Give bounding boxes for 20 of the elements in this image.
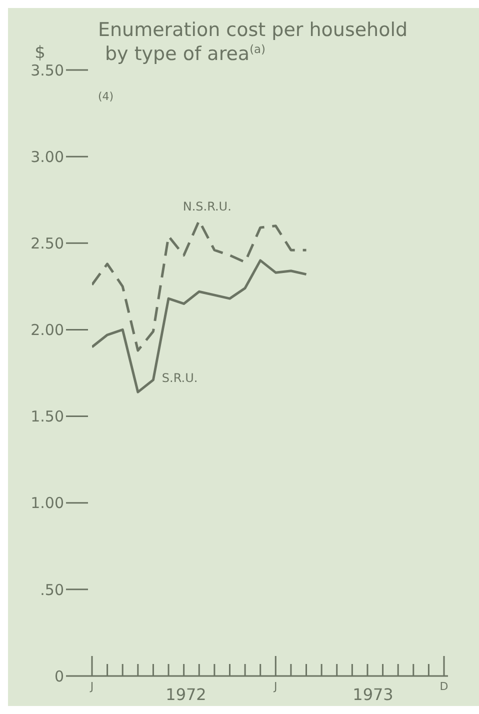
x-tick-label: J bbox=[273, 680, 278, 693]
y-tick-label: 3.50 bbox=[30, 61, 64, 80]
y-tick-label: 1.50 bbox=[30, 408, 64, 426]
text: 1973 bbox=[352, 685, 394, 704]
y-axis-title: $ bbox=[34, 43, 46, 63]
y-tick-label: 0 bbox=[54, 667, 64, 686]
y-tick-label: 3.00 bbox=[30, 148, 64, 166]
y-tick-label: .50 bbox=[40, 580, 64, 599]
y-tick-label: 2.00 bbox=[30, 321, 64, 340]
y-tick-label: 2.50 bbox=[30, 234, 64, 252]
x-tick-label: D bbox=[440, 680, 448, 693]
series-label: S.R.U. bbox=[162, 371, 198, 386]
annotation: (4) bbox=[98, 90, 114, 103]
chart-title: Enumeration cost per household by type of area$^{(a)}$ bbox=[98, 19, 408, 65]
x-tick-label: J bbox=[89, 680, 94, 693]
text: 1972 bbox=[166, 685, 206, 704]
line-series bbox=[92, 219, 308, 352]
y-tick-label: 1.00 bbox=[30, 494, 64, 512]
series-label: N.S.R.U. bbox=[182, 200, 232, 214]
line-series bbox=[92, 259, 308, 394]
